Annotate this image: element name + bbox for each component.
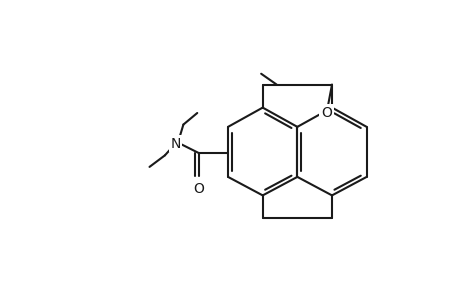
Text: O: O: [320, 106, 331, 120]
Text: O: O: [193, 182, 204, 196]
Text: N: N: [170, 137, 180, 151]
